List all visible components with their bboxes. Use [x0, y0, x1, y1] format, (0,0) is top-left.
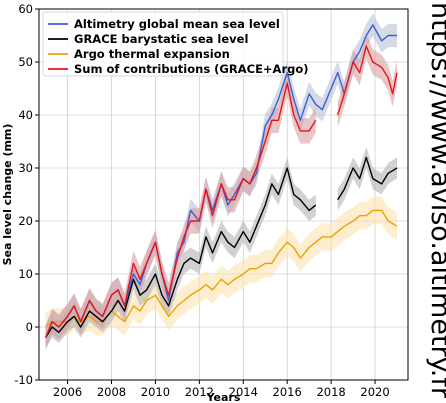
legend-label: Argo thermal expansion [74, 47, 230, 61]
x-axis-label: Years [206, 391, 241, 403]
legend-label: Altimetry global mean sea level [74, 17, 280, 31]
y-tick-label: -10 [14, 373, 33, 387]
x-tick-label: 2020 [360, 385, 389, 399]
y-axis-label: Sea level change (mm) [1, 124, 14, 266]
legend-label: GRACE barystatic sea level [74, 32, 248, 46]
y-tick-label: 20 [18, 214, 33, 228]
x-tick-label: 2010 [141, 385, 170, 399]
y-tick-label: 60 [18, 2, 33, 16]
x-tick-label: 2008 [97, 385, 126, 399]
y-tick-label: 40 [18, 108, 33, 122]
y-tick-label: 50 [18, 55, 33, 69]
x-tick-label: 2018 [316, 385, 345, 399]
uncertainty-band [338, 147, 397, 211]
x-tick-label: 2016 [273, 385, 302, 399]
x-tick-label: 2006 [53, 385, 82, 399]
legend-label: Sum of contributions (GRACE+Argo) [74, 62, 309, 76]
y-tick-label: 30 [18, 161, 33, 175]
y-tick-label: 0 [26, 320, 33, 334]
watermark-url: https://www.aviso.altimetry.fr [425, 2, 446, 399]
y-tick-label: 10 [18, 267, 33, 281]
